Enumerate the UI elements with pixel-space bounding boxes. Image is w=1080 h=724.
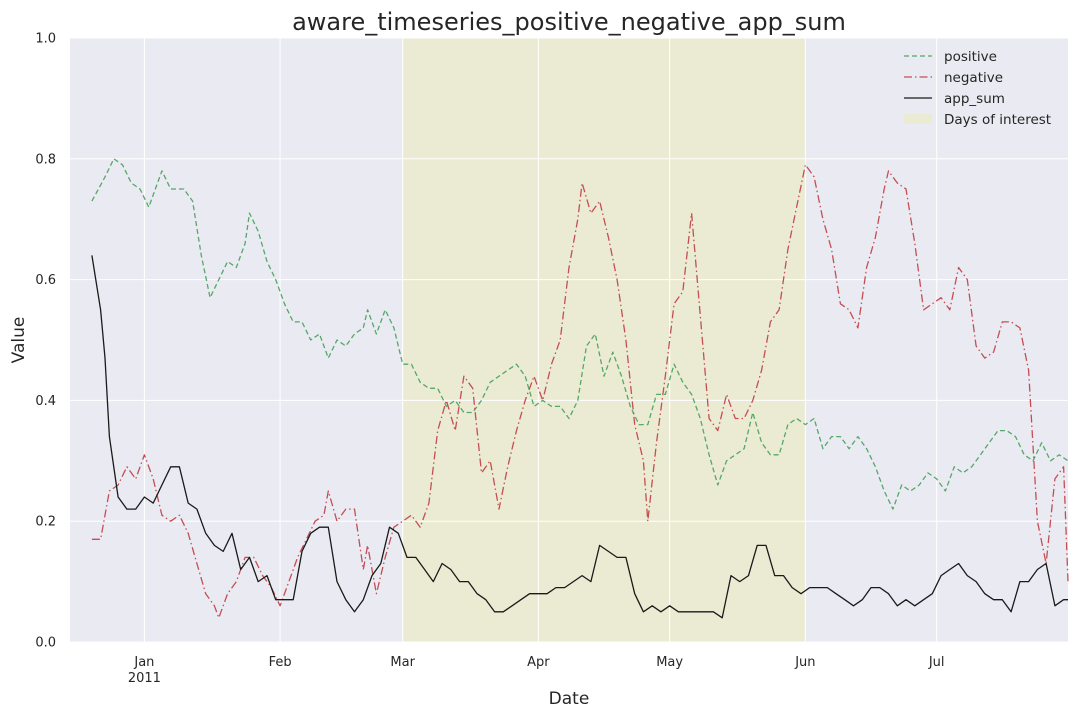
y-tick-label: 0.6	[35, 273, 56, 288]
grid-layer	[70, 37, 1068, 643]
y-tick-label: 0.4	[35, 394, 56, 409]
legend-label: positive	[944, 49, 997, 65]
legend-item: negative	[904, 70, 1003, 86]
x-tick-sublabel: 2011	[128, 671, 161, 686]
x-tick-label: Jun	[794, 655, 815, 670]
legend-label: Days of interest	[944, 112, 1051, 128]
legend-item: positive	[904, 49, 997, 65]
y-tick-label: 0.2	[35, 515, 56, 530]
legend-item: app_sum	[904, 91, 1005, 107]
y-axis-title: Value	[9, 317, 29, 364]
x-tick-label: Apr	[527, 655, 550, 670]
y-tick-label: 0.8	[35, 152, 56, 167]
series-line-negative	[91, 164, 1069, 619]
x-tick-label: Feb	[269, 655, 292, 670]
x-axis-title: Date	[549, 689, 590, 709]
series-line-app-sum	[91, 255, 1068, 619]
highlight-layer	[402, 38, 806, 642]
legend-label: negative	[944, 70, 1003, 86]
series-layer	[91, 158, 1069, 619]
chart-title: aware_timeseries_positive_negative_app_s…	[292, 8, 846, 36]
x-tick-label: Jan	[133, 655, 154, 670]
y-tick-label: 1.0	[35, 32, 56, 47]
legend-label: app_sum	[944, 91, 1005, 107]
y-tick-label: 0.0	[35, 636, 56, 651]
highlight-band	[402, 38, 806, 642]
legend-item: Days of interest	[904, 112, 1051, 128]
x-tick-label: May	[656, 655, 683, 670]
series-line-positive	[91, 158, 1069, 510]
x-tick-label: Mar	[390, 655, 415, 670]
legend-swatch-highlight	[904, 114, 932, 124]
legend: positive negative app_sum Days of interest	[904, 49, 1051, 128]
x-tick-label: Jul	[928, 655, 945, 670]
